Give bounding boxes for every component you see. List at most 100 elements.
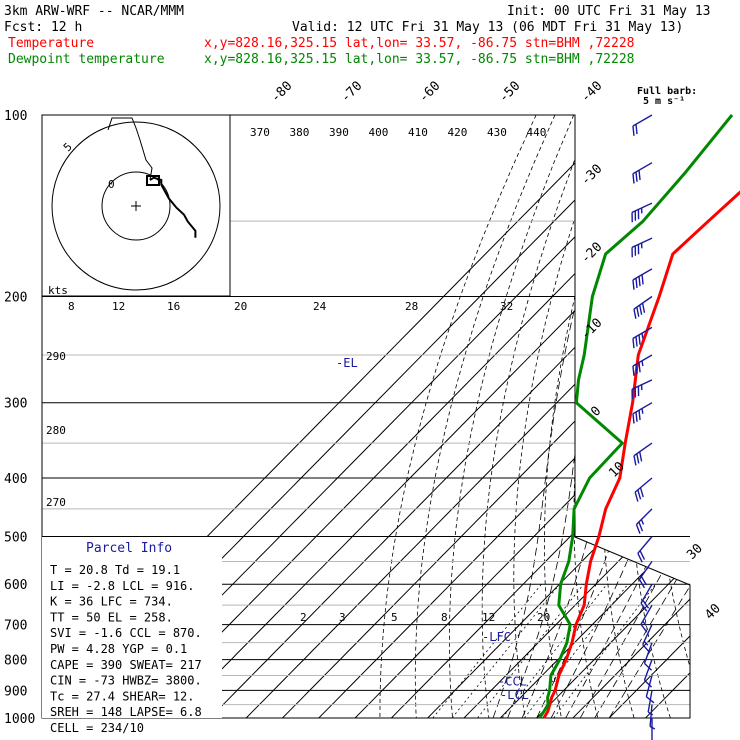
hodograph-speed-tick-label: 20 xyxy=(234,300,247,313)
dewpoint-line xyxy=(538,114,734,719)
mixing-ratio-label: 5 xyxy=(391,611,398,624)
pressure-label: 100 xyxy=(4,109,27,124)
hodograph-speed-tick-label: 8 xyxy=(68,300,75,313)
mixing-ratio-label: 8 xyxy=(441,611,448,624)
parcel-info-row: LI = -2.8 LCL = 916. xyxy=(50,579,195,593)
wind-barb xyxy=(642,624,653,653)
parcel-info-row: T = 20.8 Td = 19.1 xyxy=(50,563,180,577)
dry-adiabat-line xyxy=(544,115,631,718)
isotherm-line xyxy=(282,115,690,718)
dry-adiabat-label: 270 xyxy=(46,496,66,509)
hodograph-speed-tick-label: 16 xyxy=(167,300,180,313)
theta-label: 440 xyxy=(527,126,547,139)
pressure-label: 400 xyxy=(4,472,27,487)
dry-adiabat-line xyxy=(734,115,740,718)
isotherm-line xyxy=(536,115,690,718)
dry-adiabat-line xyxy=(448,115,575,718)
isotherm-line xyxy=(318,115,690,718)
dewpoint-location: x,y=828.16,325.15 lat,lon= 33.57, -86.75… xyxy=(204,52,634,67)
pressure-label: 800 xyxy=(4,654,27,669)
level-annotations: -EL -LFC -CCL-LCL xyxy=(336,356,529,702)
hodograph-ring xyxy=(101,171,171,241)
pressure-label: 700 xyxy=(4,619,27,634)
temperature-legend: Temperature xyxy=(8,36,94,51)
wind-barb xyxy=(633,442,653,466)
level-annotation: -LCL xyxy=(500,688,529,702)
wind-barb xyxy=(638,560,653,589)
wind-barb xyxy=(633,295,653,319)
sounding-series xyxy=(538,114,740,719)
wind-barbs xyxy=(631,114,656,740)
hodograph-ring xyxy=(51,121,221,291)
hodograph: 05 xyxy=(41,114,231,297)
level-annotation: -LFC xyxy=(482,630,511,644)
theta-label: 400 xyxy=(369,126,389,139)
pressure-label: 500 xyxy=(4,531,27,546)
parcel-info-row: TT = 50 EL = 258. xyxy=(50,610,173,624)
parcel-info-title: Parcel Info xyxy=(86,541,172,556)
isotherm-label: -40 xyxy=(578,79,605,106)
level-annotation: -CCL xyxy=(498,675,527,689)
dewpoint-legend: Dewpoint temperature xyxy=(8,52,165,67)
parcel-info-background xyxy=(42,537,222,718)
parcel-info-row: SREH = 148 LAPSE= 6.8 xyxy=(50,705,202,719)
isotherm-label: 30 xyxy=(684,541,706,563)
isotherm-line xyxy=(354,115,690,718)
wind-barb xyxy=(631,237,653,258)
pressure-label: 200 xyxy=(4,291,27,306)
hodograph-speed-tick-label: 32 xyxy=(500,300,513,313)
pressure-label: 900 xyxy=(4,684,27,699)
moist-adiabat-line xyxy=(594,296,690,718)
wind-barb xyxy=(632,354,653,376)
mixing-ratio-label: 3 xyxy=(339,611,346,624)
wind-barb xyxy=(635,508,653,534)
wind-barb xyxy=(649,704,656,730)
diagram-grid xyxy=(41,114,740,719)
hodograph-units-label: kts xyxy=(48,284,68,297)
parcel-info-panel: Parcel Info T = 20.8 Td = 19.1 LI = -2.8 L… xyxy=(42,537,222,735)
wind-barb xyxy=(631,202,653,223)
barb-legend-units: 5 m s⁻¹ xyxy=(643,96,685,107)
wind-barb xyxy=(632,402,653,424)
wind-barb xyxy=(632,326,653,349)
isotherm-line xyxy=(499,115,690,718)
level-annotation: -EL xyxy=(336,356,358,370)
theta-label: 420 xyxy=(448,126,468,139)
hodograph-upper-trace xyxy=(107,117,153,181)
parcel-info-row: K = 36 LFC = 734. xyxy=(50,595,173,609)
parcel-info-row: CAPE = 390 SWEAT= 217 xyxy=(50,658,202,672)
wind-barb xyxy=(632,114,653,136)
moist-adiabat-line xyxy=(492,296,578,718)
wind-barb xyxy=(647,690,654,716)
wind-barb xyxy=(632,268,653,290)
pressure-label: 1000 xyxy=(4,712,35,727)
parcel-info-row: Tc = 27.4 SHEAR= 12. xyxy=(50,689,195,703)
isotherm-label: -10 xyxy=(578,316,605,343)
moist-adiabat-line xyxy=(608,296,690,718)
wind-barb xyxy=(632,162,653,184)
isotherm-label: 40 xyxy=(702,601,724,623)
hodograph-speed-tick-label: 24 xyxy=(313,300,327,313)
isotherm-label: -80 xyxy=(268,79,295,106)
init-time: Init: 00 UTC Fri 31 May 13 xyxy=(507,4,711,19)
isotherm-label: -50 xyxy=(496,79,523,106)
model-title: 3km ARW-WRF -- NCAR/MMM xyxy=(4,4,184,19)
dry-adiabat-label: 280 xyxy=(46,424,66,437)
isotherm-line xyxy=(245,115,690,718)
forecast-hour: Fcst: 12 h xyxy=(4,20,82,35)
moist-adiabat-line xyxy=(507,296,602,718)
isotherm-label: -70 xyxy=(338,79,365,106)
theta-label: 390 xyxy=(329,126,349,139)
dry-adiabat-label: 290 xyxy=(46,350,66,363)
temperature-line xyxy=(542,190,740,719)
theta-label: 430 xyxy=(487,126,507,139)
theta-label: 380 xyxy=(290,126,310,139)
wind-barb xyxy=(631,379,653,400)
dry-adiabat-line xyxy=(379,115,537,718)
valid-time: Valid: 12 UTC Fri 31 May 13 (06 MDT Fri … xyxy=(292,20,683,35)
wind-barb xyxy=(643,659,653,688)
hodograph-marker xyxy=(146,175,160,186)
parcel-info-row: PW = 4.28 YGP = 0.1 xyxy=(50,642,187,656)
mixing-ratio-label: 20 xyxy=(537,611,550,624)
